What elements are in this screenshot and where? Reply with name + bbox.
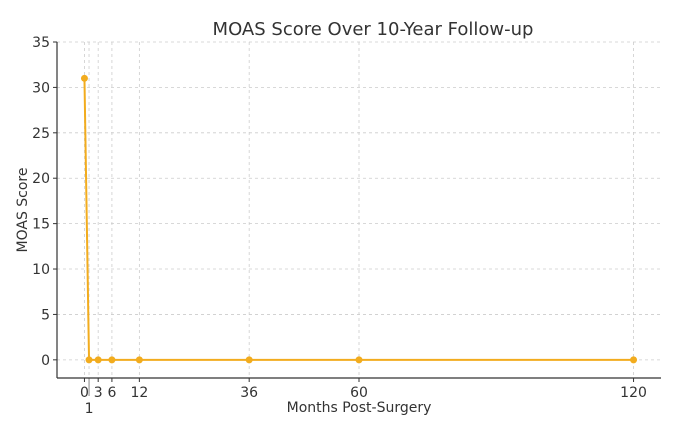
grid xyxy=(57,41,661,378)
x-tick-label: 60 xyxy=(350,385,368,401)
x-tick-label: 0 xyxy=(80,385,89,401)
x-tick-label: 120 xyxy=(620,385,647,401)
x-tick-label: 36 xyxy=(240,385,258,401)
x-tick-label: 6 xyxy=(107,385,116,401)
chart-title: MOAS Score Over 10-Year Follow-up xyxy=(213,19,534,40)
data-point xyxy=(245,356,253,364)
y-tick-label: 5 xyxy=(41,307,50,323)
x-axis-label: Months Post-Surgery xyxy=(287,400,432,416)
y-axis-label: MOAS Score xyxy=(15,168,31,253)
y-tick-label: 10 xyxy=(32,262,50,278)
y-tick-label: 25 xyxy=(32,126,50,142)
data-point xyxy=(630,356,638,364)
series xyxy=(80,74,638,364)
y-tick-label: 0 xyxy=(41,353,50,369)
y-tick-label: 20 xyxy=(32,171,50,187)
y-tick-label: 35 xyxy=(32,35,50,51)
data-point xyxy=(135,356,143,364)
y-tick-label: 15 xyxy=(32,217,50,233)
data-point xyxy=(355,356,363,364)
data-point xyxy=(80,74,88,82)
data-point xyxy=(108,356,116,364)
x-tick-label: 3 xyxy=(94,385,103,401)
data-point xyxy=(94,356,102,364)
x-tick-label: 1 xyxy=(85,401,94,417)
data-point xyxy=(85,356,93,364)
x-tick-label: 12 xyxy=(130,385,148,401)
y-tick-label: 30 xyxy=(32,80,50,96)
